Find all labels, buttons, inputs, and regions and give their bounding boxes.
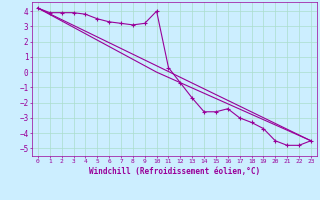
X-axis label: Windchill (Refroidissement éolien,°C): Windchill (Refroidissement éolien,°C) [89, 167, 260, 176]
